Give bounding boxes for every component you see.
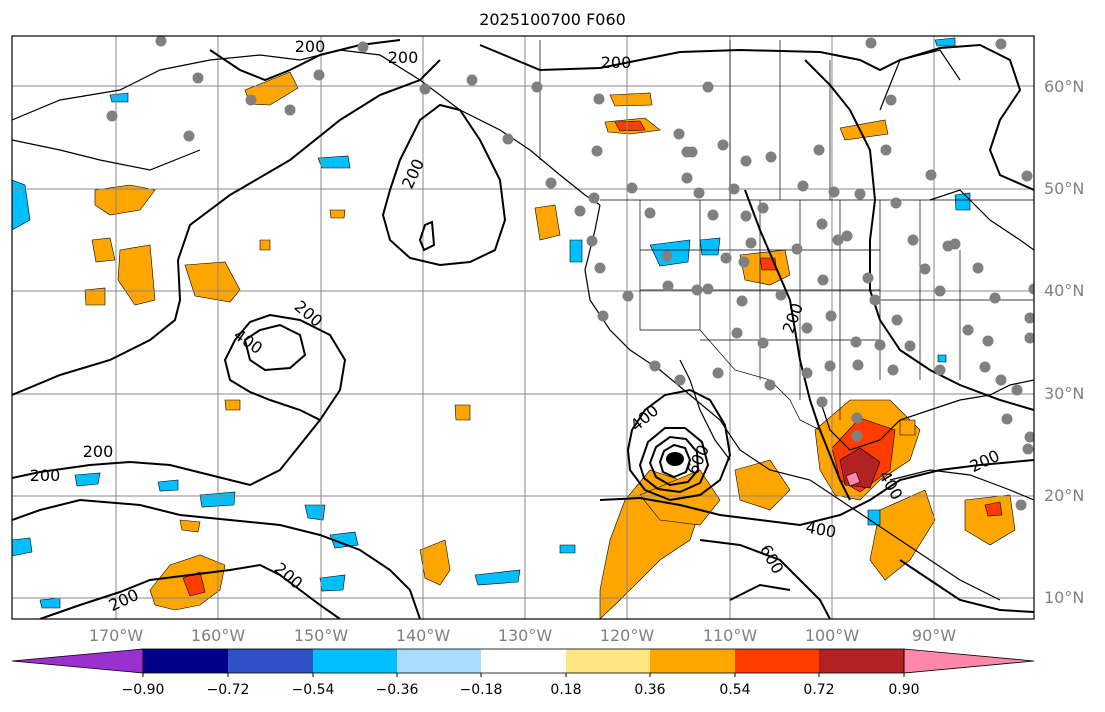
lon-label-100w: 100°W <box>804 626 860 645</box>
station-markers <box>106 36 1034 511</box>
lon-label-90w: 90°W <box>911 626 957 645</box>
colorbar-segment <box>143 649 228 673</box>
colorbar-low-extension <box>11 648 144 674</box>
colorbar-segment <box>397 649 481 673</box>
contour-label-200: 200 <box>30 466 61 485</box>
colorbar-tick-label: −0.72 <box>206 682 250 698</box>
contour-label-200: 200 <box>83 442 114 461</box>
colorbar-tick-label: −0.18 <box>459 682 503 698</box>
map-frame <box>11 35 1035 620</box>
lon-label-150w: 150°W <box>293 626 349 645</box>
colorbar-segment <box>481 649 566 673</box>
lon-label-130w: 130°W <box>497 626 553 645</box>
colorbar-tick-label: −0.36 <box>375 682 419 698</box>
colorbar-segment <box>228 649 313 673</box>
colorbar-segment <box>650 649 735 673</box>
positive-shading <box>84 71 1016 619</box>
colorbar-tick-label: −0.90 <box>121 682 165 698</box>
colorbar-segment <box>735 649 819 673</box>
lon-label-160w: 160°W <box>190 626 246 645</box>
colorbar-tick-label: 0.54 <box>719 682 751 698</box>
lat-label-50n: 50°N <box>1044 179 1085 198</box>
colorbar <box>11 648 1035 677</box>
lat-label-60n: 60°N <box>1044 77 1085 96</box>
coastlines <box>12 49 1034 601</box>
colorbar-segment <box>313 649 397 673</box>
colorbar-tick-label: 0.90 <box>888 682 920 698</box>
lon-label-120w: 120°W <box>599 626 655 645</box>
colorbar-tick-label: 0.72 <box>803 682 835 698</box>
lon-label-140w: 140°W <box>395 626 451 645</box>
gridlines <box>12 36 1034 619</box>
lon-label-110w: 110°W <box>702 626 758 645</box>
colorbar-tick-label: 0.36 <box>634 682 666 698</box>
contour-label-200: 200 <box>295 37 326 56</box>
lat-label-20n: 20°N <box>1044 486 1085 505</box>
map-title: 2025100700 F060 <box>479 10 626 29</box>
lat-label-40n: 40°N <box>1044 281 1085 300</box>
cyclone-center <box>666 452 684 466</box>
lat-label-30n: 30°N <box>1044 384 1085 403</box>
lat-label-10n: 10°N <box>1044 588 1085 607</box>
colorbar-high-extension <box>903 648 1035 674</box>
colorbar-segment <box>819 649 904 673</box>
colorbar-tick-label: 0.18 <box>550 682 582 698</box>
colorbar-tick-label: −0.54 <box>291 682 335 698</box>
contour-label-200: 200 <box>388 48 419 67</box>
colorbar-segment <box>566 649 650 673</box>
lon-label-170w: 170°W <box>88 626 144 645</box>
contour-label-200: 200 <box>601 53 632 72</box>
